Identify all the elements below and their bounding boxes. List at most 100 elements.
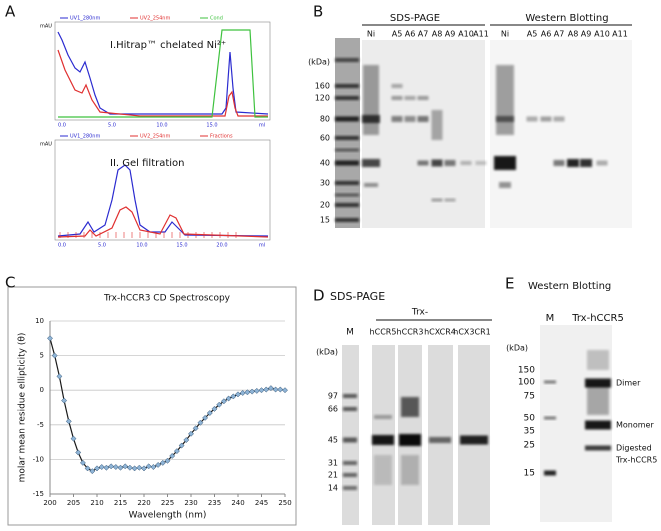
gel-band <box>496 65 514 135</box>
data-point <box>178 442 185 449</box>
marker-label: 15 <box>320 216 330 225</box>
lane-label: Ni <box>367 30 375 39</box>
gel-band <box>335 160 359 166</box>
marker-label: 75 <box>524 392 535 402</box>
gel-band <box>335 218 359 222</box>
gel-band <box>431 110 443 140</box>
gel-title: Western Blotting <box>525 13 608 24</box>
x-tick-label: 10.0 <box>136 243 147 249</box>
gel-band <box>429 437 451 443</box>
legend-label: UV2_254nm <box>140 134 170 140</box>
data-point <box>61 397 68 404</box>
gel-band <box>343 486 357 490</box>
data-point <box>65 418 72 425</box>
gel-band <box>587 385 609 415</box>
chromatogram-title: I.Hitrap™ chelated Ni²⁺ <box>110 40 226 51</box>
marker-label: 80 <box>320 115 330 124</box>
gel-band <box>335 84 359 88</box>
marker-label: 97 <box>328 392 338 401</box>
x-tick-label: 250 <box>278 499 291 507</box>
panel-label: B <box>313 3 323 21</box>
x-axis-label: Wavelength (nm) <box>129 511 207 521</box>
gel-band <box>335 58 359 62</box>
marker-label: 20 <box>320 201 330 210</box>
x-tick-label: ml <box>259 243 265 249</box>
chromatogram-title: II. Gel filtration <box>110 158 185 169</box>
gel-band <box>343 437 357 443</box>
gel-band <box>364 183 378 187</box>
lane-label: A5 <box>392 30 403 39</box>
data-point <box>282 387 288 394</box>
gel-band <box>343 407 357 411</box>
gel-band <box>444 198 456 202</box>
lane-label: M <box>546 313 555 324</box>
gel-band <box>404 116 416 122</box>
lane-label: hCXCR4 <box>424 328 456 337</box>
x-tick-label: 0.0 <box>58 243 66 249</box>
gel-band <box>540 116 552 122</box>
gel-band <box>460 161 472 165</box>
fraction-ticks <box>59 232 237 238</box>
x-tick-label: 10.0 <box>156 123 167 129</box>
data-point <box>122 463 129 470</box>
gel-band <box>363 65 379 135</box>
gel-band <box>391 116 403 122</box>
lane-label: A8 <box>432 30 443 39</box>
panel-title: SDS-PAGE <box>330 290 385 303</box>
marker-label: 15 <box>524 469 535 479</box>
data-point <box>47 335 53 342</box>
cond-curve <box>58 29 268 118</box>
marker-label: 50 <box>524 414 536 424</box>
gel-band <box>475 161 487 165</box>
gel-title: SDS-PAGE <box>390 13 440 24</box>
lane-label: A7 <box>418 30 429 39</box>
gel-band <box>585 420 611 430</box>
lane-label: A11 <box>473 30 489 39</box>
gel-band <box>544 416 556 420</box>
data-point <box>239 390 246 396</box>
data-point <box>183 437 190 443</box>
marker-label: 60 <box>320 134 330 143</box>
data-point <box>169 452 176 459</box>
lane-label: A6 <box>405 30 416 39</box>
legend-label: Fractions <box>210 134 233 140</box>
y-axis-label: molar mean residue ellipticity (θ) <box>18 333 28 483</box>
x-tick-label: 245 <box>255 499 268 507</box>
chart-frame <box>7 286 297 526</box>
gel-band <box>431 198 443 202</box>
lane-label: A8 <box>568 30 579 39</box>
y-tick-label: 10 <box>35 317 44 325</box>
lane-label: M <box>346 328 354 338</box>
marker-label: 30 <box>320 179 330 188</box>
panel-label: D <box>313 287 325 305</box>
gel-band <box>417 116 429 122</box>
unit-label: (kDa) <box>308 58 330 67</box>
gel-band <box>499 182 511 188</box>
panel-title: Western Blotting <box>528 281 611 292</box>
gel-band <box>391 84 403 88</box>
gel-band <box>553 160 565 166</box>
gel-band <box>362 115 380 123</box>
axis-unit: mAU <box>40 142 52 148</box>
data-point <box>89 468 96 475</box>
x-tick-label: 235 <box>208 499 221 507</box>
gel-strip <box>342 345 359 525</box>
uv280-curve <box>57 164 269 237</box>
data-point <box>258 387 265 394</box>
gel-band <box>494 156 516 170</box>
band-annotation: Digested <box>616 444 652 453</box>
data-point <box>235 391 241 398</box>
lane-label: hCCR3 <box>397 328 424 337</box>
lane-label: hCCR5 <box>370 328 397 337</box>
data-point <box>51 352 58 359</box>
gel-band <box>544 380 556 384</box>
gel-strip <box>458 345 490 525</box>
x-tick-label: 215 <box>114 499 127 507</box>
panel-label: C <box>5 274 15 292</box>
gel-band <box>374 455 392 485</box>
data-point <box>150 464 157 470</box>
lane-label: A11 <box>612 30 628 39</box>
gel-band <box>343 394 357 398</box>
gel-band <box>526 116 538 122</box>
marker-label: 31 <box>328 459 338 468</box>
